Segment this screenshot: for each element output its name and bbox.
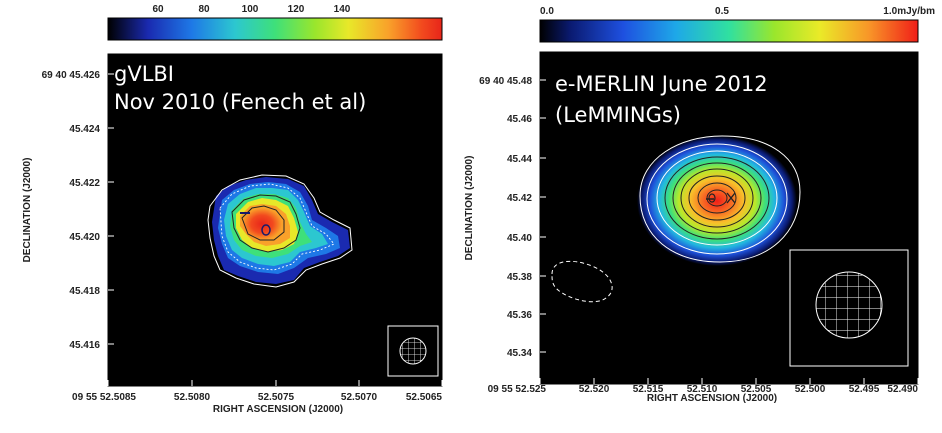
y-tick-label: 45.420 — [69, 232, 100, 243]
source-gvlbi — [207, 174, 353, 288]
colorbar-tick-label: 0.5 — [715, 6, 729, 17]
source-marker-ring — [261, 224, 271, 236]
x-axis-label-emerlin: RIGHT ASCENSION (J2000) — [647, 393, 777, 404]
y-tick-label: 45.46 — [507, 114, 532, 125]
contour-outer — [639, 135, 801, 263]
x-tick-label: 52.5065 — [406, 392, 443, 403]
colorbar-tick-label: 0.0 — [540, 6, 554, 17]
colorbar-tick-label: 1.0mJy/bm — [883, 6, 935, 17]
colorbar-tick-label: 140 — [334, 4, 351, 15]
beam-gvlbi — [387, 325, 439, 377]
y-ticks-gvlbi: 69 40 45.426 45.424 45.422 45.420 45.418 45.4… — [42, 70, 114, 351]
colorbar-gvlbi: 60 80 100 120 140 — [107, 4, 443, 41]
contour-outer — [207, 174, 353, 288]
x-tick-label: 52.510 — [687, 384, 718, 395]
y-tick-label: 45.416 — [69, 340, 100, 351]
colorbar-tick-label: 60 — [152, 4, 164, 15]
y-tick-label: 45.36 — [507, 310, 532, 321]
colorbar-tick-label: 120 — [288, 4, 305, 15]
x-tick-label: 52.5070 — [341, 392, 378, 403]
x-ticks-emerlin: 09 55 52.525 52.520 52.515 52.510 52.505 52.5… — [488, 378, 919, 395]
source-emerlin — [551, 135, 801, 303]
y-axis-label-gvlbi: DECLINATION (J2000) — [22, 158, 33, 263]
x-tick-label: 52.5075 — [258, 392, 295, 403]
y-axis-label-emerlin: DECLINATION (J2000) — [464, 156, 475, 261]
y-tick-label: 45.424 — [69, 124, 100, 135]
y-tick-label: 69 40 45.48 — [479, 76, 532, 87]
x-tick-label: 52.495 — [849, 384, 880, 395]
y-tick-label: 45.418 — [69, 286, 100, 297]
colorbar-ticks: 60 80 100 120 140 — [152, 4, 350, 15]
contour-mid — [219, 183, 335, 271]
x-tick-label: 52.500 — [795, 384, 826, 395]
x-tick-label: 52.515 — [633, 384, 664, 395]
colorbar-tick-label: 100 — [242, 4, 259, 15]
contour-inner — [231, 194, 301, 253]
contour-core — [241, 205, 285, 241]
x-tick-label: 09 55 52.525 — [488, 384, 547, 395]
overlay-title-line-1: e-MERLIN June 2012 — [555, 72, 768, 96]
panel-emerlin: 0.0 0.5 1.0mJy/bm e-MERLIN June 2012 — [464, 6, 935, 404]
x-tick-label: 52.490 — [887, 384, 918, 395]
overlay-title-line-2: (LeMMINGs) — [555, 103, 681, 127]
contour-negative — [551, 260, 613, 303]
overlay-title-line-1: gVLBI — [114, 62, 174, 86]
x-axis-label-gvlbi: RIGHT ASCENSION (J2000) — [213, 404, 343, 415]
y-tick-label: 45.44 — [507, 154, 532, 165]
x-tick-label: 52.5080 — [174, 392, 211, 403]
y-tick-label: 45.42 — [507, 193, 532, 204]
y-tick-label: 69 40 45.426 — [42, 70, 101, 81]
source-marker-cross — [726, 192, 736, 204]
overlay-title-line-2: Nov 2010 (Fenech et al) — [114, 90, 366, 114]
x-tick-label: 52.505 — [741, 384, 772, 395]
panel-gvlbi: 60 80 100 120 140 gVLBI Nov — [22, 4, 443, 415]
x-tick-label: 52.520 — [579, 384, 610, 395]
colorbar-ticks: 0.0 0.5 1.0mJy/bm — [540, 6, 935, 17]
colorbar-tick-label: 80 — [198, 4, 210, 15]
x-ticks-gvlbi: 09 55 52.5085 52.5080 52.5075 52.5070 52.506… — [72, 380, 443, 403]
y-tick-label: 45.422 — [69, 178, 100, 189]
y-tick-label: 45.34 — [507, 348, 532, 359]
colorbar-gradient — [539, 19, 919, 43]
colorbar-emerlin: 0.0 0.5 1.0mJy/bm — [539, 6, 935, 43]
y-tick-label: 45.40 — [507, 233, 532, 244]
beam-emerlin — [789, 249, 909, 367]
y-ticks-emerlin: 69 40 45.48 45.46 45.44 45.42 45.40 45.38 45.3… — [479, 76, 546, 359]
colorbar-gradient — [107, 17, 443, 41]
x-tick-label: 09 55 52.5085 — [72, 392, 136, 403]
y-tick-label: 45.38 — [507, 272, 532, 283]
